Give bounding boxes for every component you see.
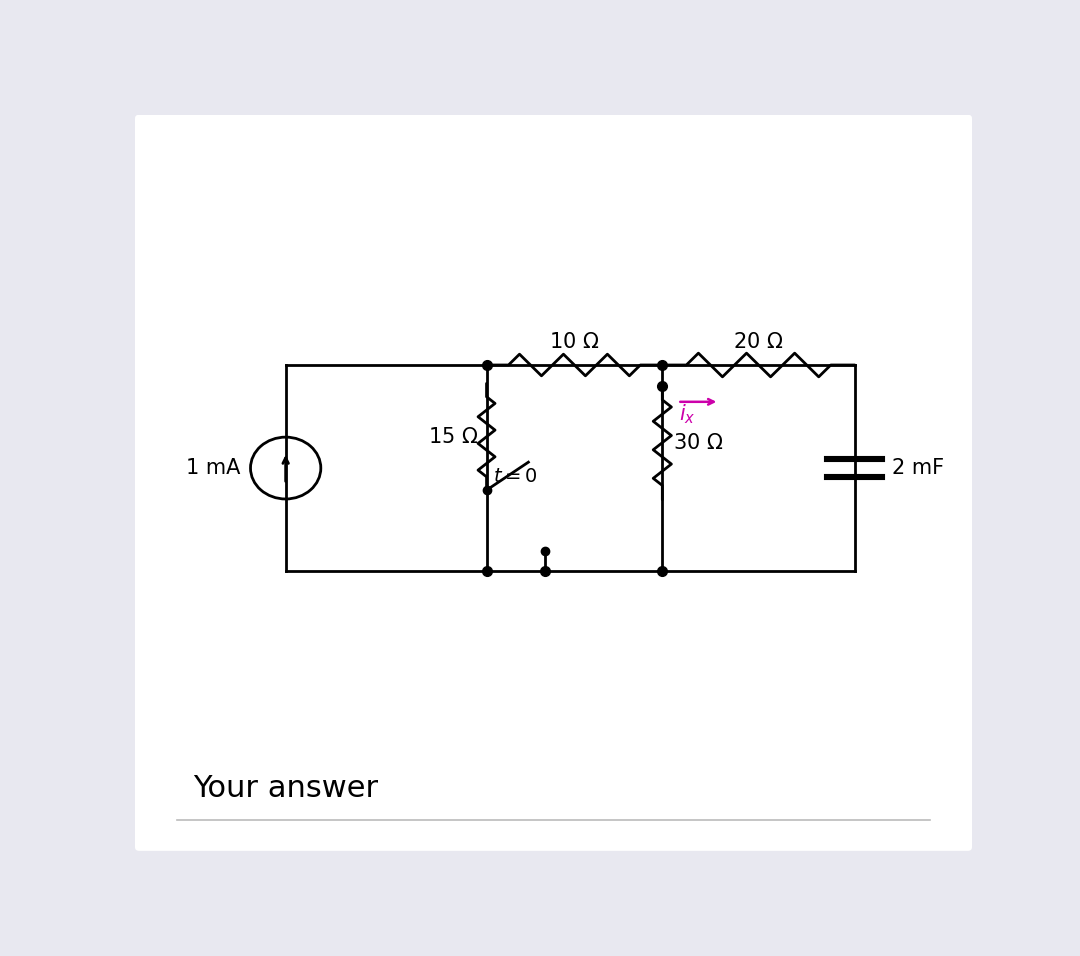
Text: 30 $\Omega$: 30 $\Omega$ [673, 433, 724, 452]
Text: 10 $\Omega$: 10 $\Omega$ [550, 333, 599, 353]
Text: 2 mF: 2 mF [892, 458, 945, 478]
Text: 20 $\Omega$: 20 $\Omega$ [733, 333, 784, 353]
FancyBboxPatch shape [135, 115, 972, 851]
Text: $t = 0$: $t = 0$ [494, 467, 538, 486]
Text: 1 mA: 1 mA [186, 458, 241, 478]
Text: 15 $\Omega$: 15 $\Omega$ [428, 426, 478, 446]
Text: Your answer: Your answer [193, 773, 379, 802]
Text: $i_x$: $i_x$ [679, 402, 696, 425]
